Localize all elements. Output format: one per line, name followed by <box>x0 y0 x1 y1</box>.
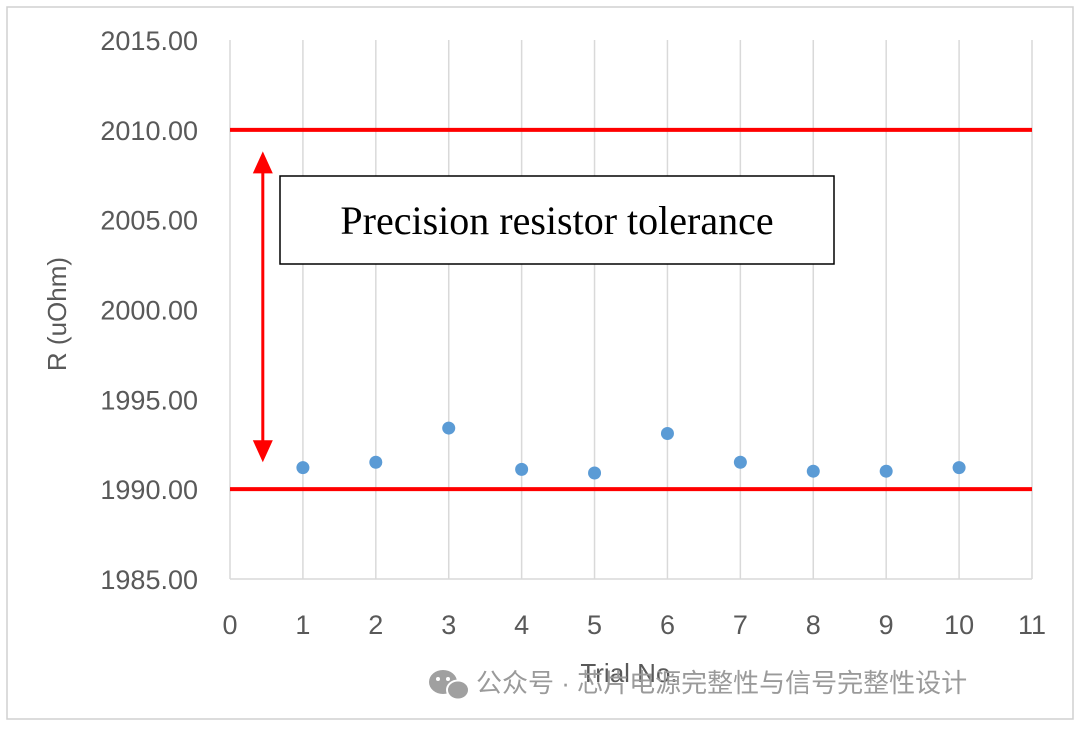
x-tick-label: 11 <box>1018 610 1046 640</box>
y-tick-label: 2000.00 <box>100 296 198 326</box>
y-tick-label: 2010.00 <box>100 116 198 146</box>
data-point <box>660 426 674 440</box>
y-tick-label: 1990.00 <box>100 475 198 505</box>
arrow-head-down <box>252 440 273 463</box>
data-point <box>879 464 893 478</box>
data-point <box>588 466 602 480</box>
data-point <box>952 461 966 475</box>
x-tick-label: 6 <box>660 610 675 640</box>
data-points <box>296 421 966 480</box>
x-tick-label: 10 <box>944 610 974 640</box>
x-tick-label: 5 <box>587 610 602 640</box>
data-point <box>733 455 747 469</box>
y-tick-label: 1985.00 <box>100 565 198 595</box>
x-tick-label: 4 <box>514 610 529 640</box>
y-tick-label: 2015.00 <box>100 26 198 56</box>
x-axis-title: Trial No. <box>580 658 677 688</box>
annotation-box: Precision resistor tolerance <box>279 175 835 265</box>
arrow-head-up <box>252 151 273 174</box>
x-tick-label: 0 <box>222 610 237 640</box>
y-axis-title: R (uOhm) <box>42 257 72 371</box>
watermark-text: 公众号 · 芯片电源完整性与信号完整性设计 <box>476 668 967 698</box>
x-tick-label: 7 <box>733 610 748 640</box>
data-point <box>442 421 456 435</box>
wechat-icon <box>429 670 470 701</box>
tolerance-arrow <box>252 151 273 463</box>
data-point <box>369 455 383 469</box>
data-point <box>515 462 529 476</box>
data-point <box>806 464 820 478</box>
chart-border <box>6 6 1074 720</box>
y-tick-label: 2005.00 <box>100 206 198 236</box>
x-tick-label: 3 <box>441 610 456 640</box>
watermark: 公众号 · 芯片电源完整性与信号完整性设计 <box>429 668 967 701</box>
x-tick-label: 1 <box>295 610 310 640</box>
x-axis-ticks: 0 1 2 3 4 5 6 7 8 9 10 11 <box>222 610 1046 640</box>
annotation-text: Precision resistor tolerance <box>340 198 773 243</box>
x-tick-label: 8 <box>806 610 821 640</box>
y-tick-label: 1995.00 <box>100 385 198 415</box>
tolerance-limits <box>230 127 1032 492</box>
y-axis-ticks: 1985.00 1990.00 1995.00 2000.00 2005.00 2010.… <box>100 26 198 595</box>
x-tick-label: 2 <box>368 610 383 640</box>
x-tick-label: 9 <box>879 610 894 640</box>
data-point <box>296 461 310 475</box>
